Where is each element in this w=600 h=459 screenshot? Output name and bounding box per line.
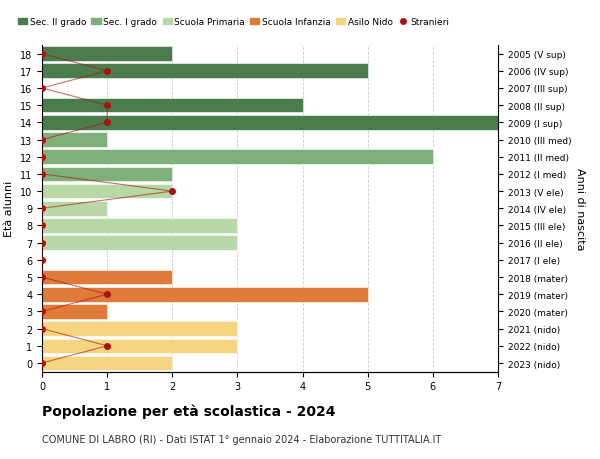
Text: COMUNE DI LABRO (RI) - Dati ISTAT 1° gennaio 2024 - Elaborazione TUTTITALIA.IT: COMUNE DI LABRO (RI) - Dati ISTAT 1° gen… xyxy=(42,434,441,443)
Bar xyxy=(42,185,172,199)
Bar xyxy=(42,64,368,79)
Bar xyxy=(42,202,107,216)
Bar xyxy=(42,167,172,182)
Legend: Sec. II grado, Sec. I grado, Scuola Primaria, Scuola Infanzia, Asilo Nido, Stran: Sec. II grado, Sec. I grado, Scuola Prim… xyxy=(14,15,453,31)
Bar xyxy=(42,304,107,319)
Bar xyxy=(42,322,238,336)
Bar xyxy=(42,339,238,353)
Bar xyxy=(42,133,107,147)
Bar xyxy=(42,356,172,370)
Bar xyxy=(42,99,302,113)
Y-axis label: Età alunni: Età alunni xyxy=(4,181,14,237)
Bar xyxy=(42,236,238,251)
Bar xyxy=(42,116,498,130)
Bar xyxy=(42,150,433,165)
Bar xyxy=(42,47,172,62)
Bar xyxy=(42,270,172,285)
Bar xyxy=(42,287,368,302)
Bar xyxy=(42,218,238,233)
Y-axis label: Anni di nascita: Anni di nascita xyxy=(575,168,585,250)
Text: Popolazione per età scolastica - 2024: Popolazione per età scolastica - 2024 xyxy=(42,404,335,419)
